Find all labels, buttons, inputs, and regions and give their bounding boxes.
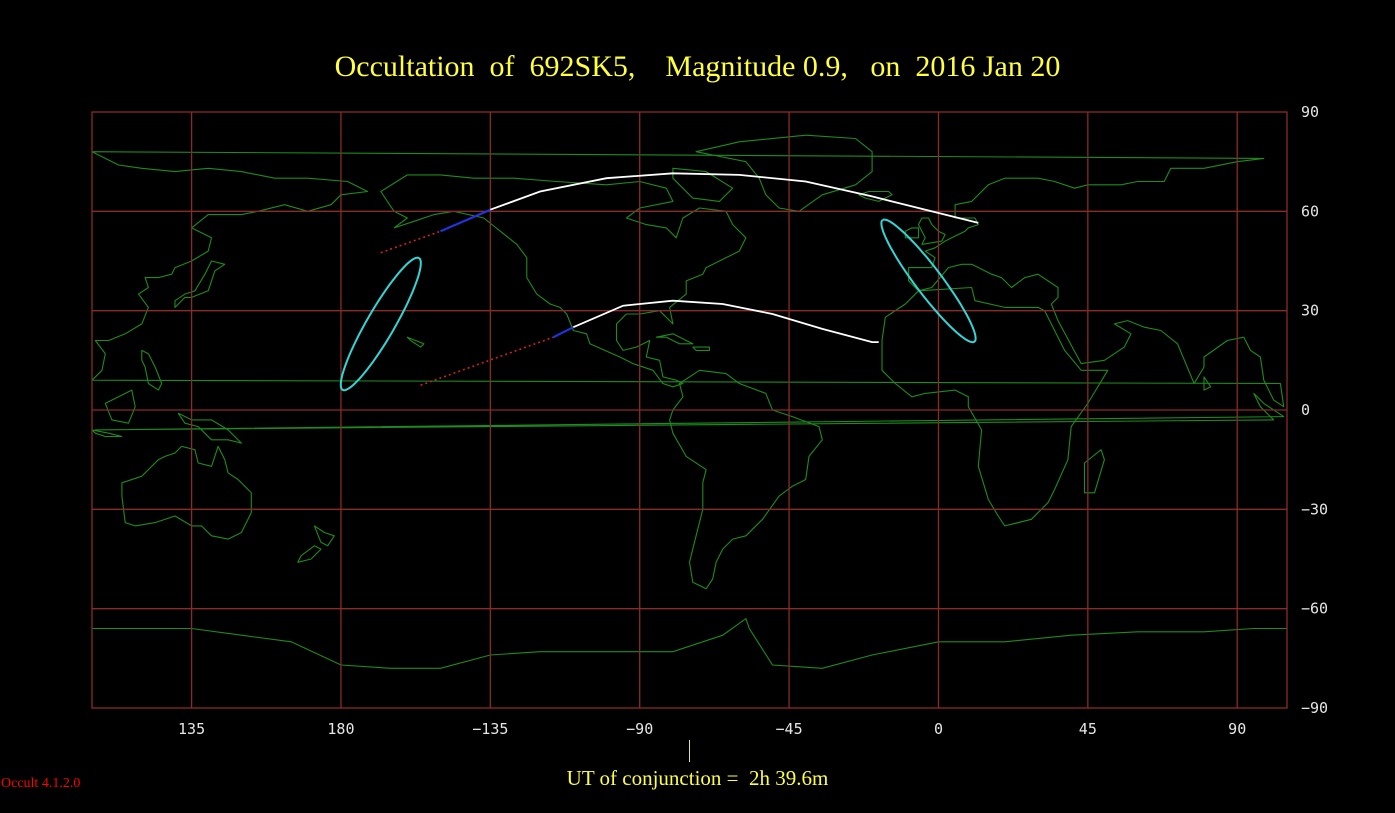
landmass-13 (297, 545, 322, 563)
landmass-12 (313, 525, 335, 547)
east-end-ellipse (880, 218, 977, 344)
landmass-10 (174, 260, 226, 308)
landmass-16 (91, 429, 123, 438)
occultation-path (339, 172, 979, 392)
south-limit-extension-solid (552, 326, 574, 339)
longitude-tick-label: 90 (1228, 720, 1246, 738)
conjunction-marker (689, 740, 690, 762)
coastlines (91, 134, 1287, 669)
landmass-15 (94, 392, 1285, 431)
latitude-tick-label: −60 (1301, 600, 1328, 618)
antarctica-coast (92, 617, 1287, 669)
landmass-4 (881, 286, 1109, 527)
map-title: Occultation of 692SK5, Magnitude 0.9, on … (0, 50, 1395, 84)
latitude-tick-label: 90 (1301, 103, 1319, 121)
longitude-tick-label: −45 (776, 720, 803, 738)
longitude-tick-label: 180 (327, 720, 354, 738)
landmass-9 (1083, 449, 1105, 494)
title-magnitude-date-part: Magnitude 0.9, on 2016 Jan 20 (665, 50, 1061, 83)
landmass-5 (91, 151, 1285, 408)
north-limit-line (489, 172, 979, 224)
latitude-tick-label: −90 (1301, 699, 1328, 717)
landmass-6 (917, 217, 946, 245)
west-end-ellipse (339, 256, 422, 392)
longitude-tick-label: 135 (178, 720, 205, 738)
longitude-labels: 135 180 −135 −90 −45 0 45 90 (178, 720, 1246, 738)
landmass-1 (695, 134, 873, 212)
south-limit-extension (420, 336, 554, 386)
landmass-11 (121, 445, 252, 540)
conjunction-time: UT of conjunction = 2h 39.6m (566, 766, 829, 790)
longitude-tick-label: −135 (472, 720, 508, 738)
landmass-14 (104, 389, 136, 424)
north-limit-extension-solid (440, 208, 491, 233)
landmass-18 (141, 349, 163, 391)
landmass-22 (406, 336, 425, 348)
landmass-7 (904, 227, 920, 239)
longitude-tick-label: 45 (1079, 720, 1097, 738)
landmass-19 (1203, 376, 1212, 391)
landmass-8 (858, 190, 893, 202)
south-limit-line (572, 299, 879, 344)
latitude-tick-label: 60 (1301, 202, 1319, 220)
longitude-tick-label: 0 (934, 720, 943, 738)
landmass-2 (672, 167, 734, 202)
title-object-part: Occultation of 692SK5, (334, 50, 636, 83)
version-label: Occult 4.1.2.0 (1, 776, 81, 791)
latitude-tick-label: 30 (1301, 302, 1319, 320)
latitude-tick-label: −30 (1301, 500, 1328, 518)
landmass-0 (380, 174, 747, 388)
latitude-labels: 90 60 30 0 −30 −60 −90 (1301, 103, 1328, 717)
landmass-21 (692, 346, 710, 351)
longitude-tick-label: −90 (626, 720, 653, 738)
north-limit-extension (380, 230, 441, 254)
latitude-tick-label: 0 (1301, 401, 1310, 419)
landmass-20 (655, 333, 694, 345)
landmass-3 (669, 369, 823, 590)
map-grid (91, 111, 1288, 709)
